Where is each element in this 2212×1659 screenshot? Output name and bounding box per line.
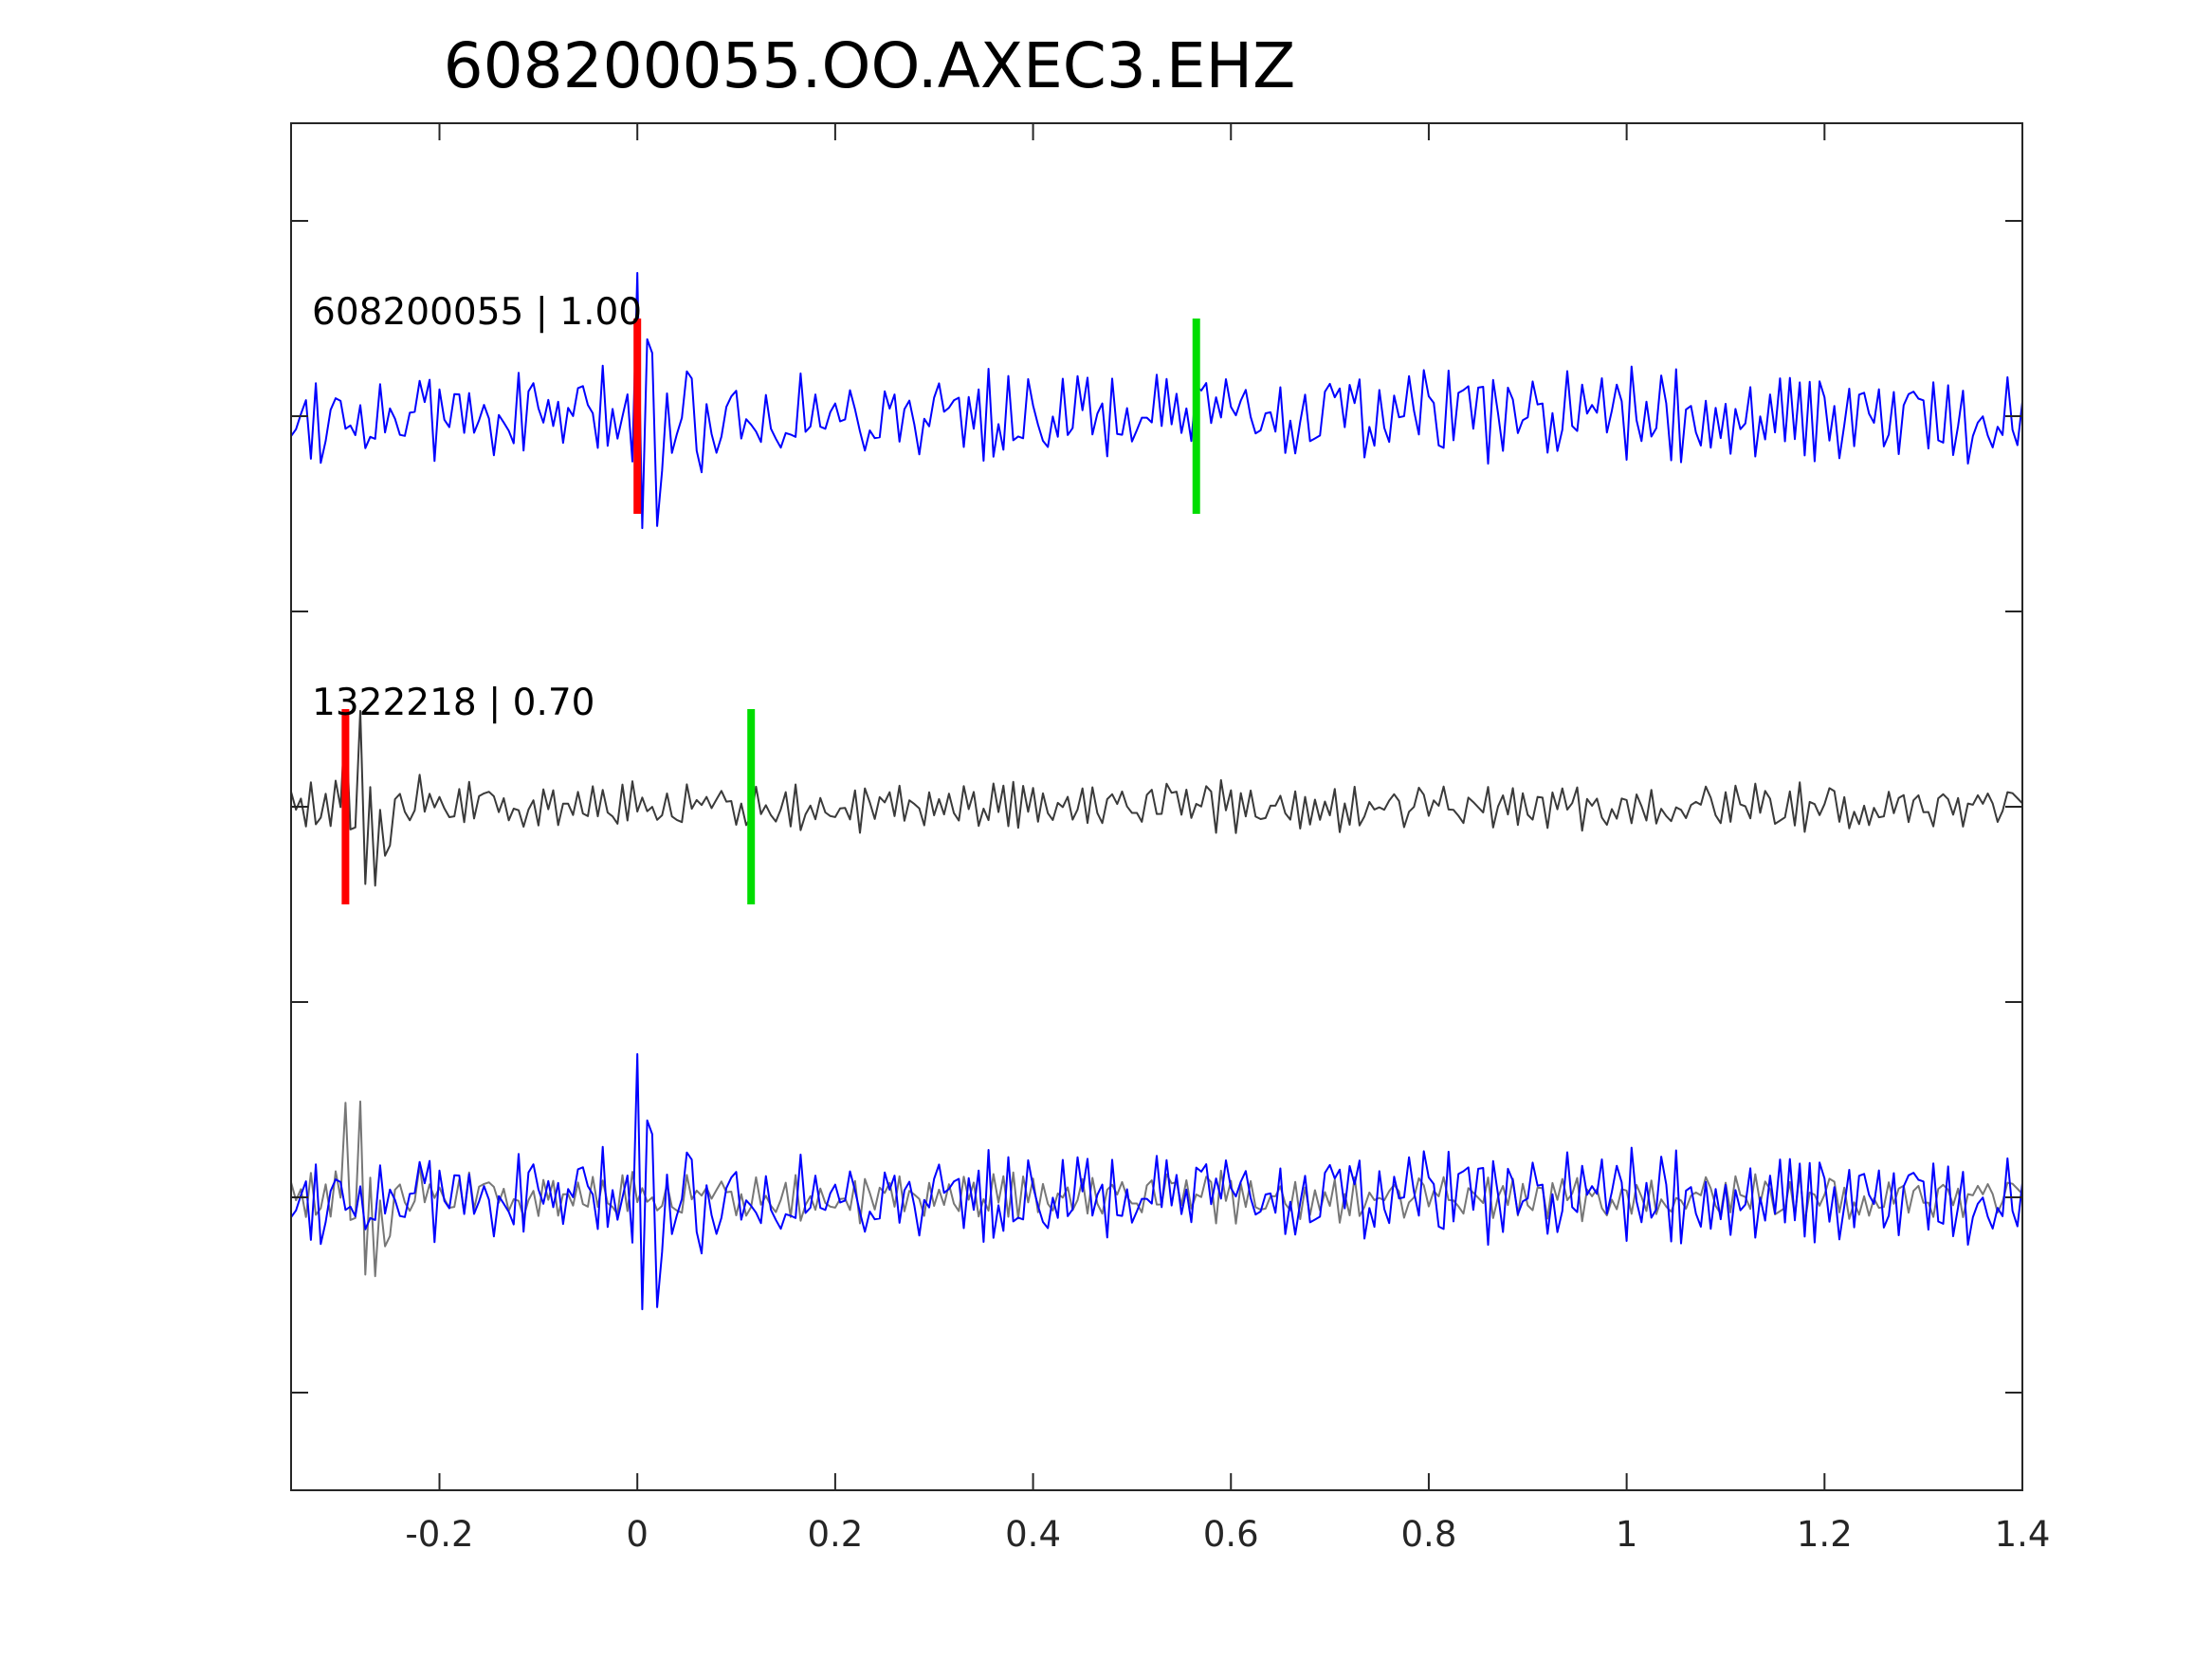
x-tick-label: 0.6 (1203, 1514, 1259, 1555)
plot-area (291, 123, 2022, 1490)
x-tick-label: -0.2 (405, 1514, 473, 1555)
x-tick-label: 1 (1616, 1514, 1638, 1555)
chart-title: 608200055.OO.AXEC3.EHZ (444, 29, 1296, 102)
x-tick-label: 0.4 (1005, 1514, 1061, 1555)
x-tick-label: 0 (626, 1514, 649, 1555)
x-tick-labels: -0.2 0 0.2 0.4 0.6 0.8 1 1.2 1.4 (405, 1514, 2050, 1555)
trace-labels: 608200055 | 1.00 1322218 | 0.70 (312, 291, 642, 724)
trace-2-label: 1322218 | 0.70 (312, 682, 594, 724)
trace-1-waveform (290, 271, 2023, 530)
plot-frame (290, 122, 2023, 1491)
x-tick-label: 1.4 (1995, 1514, 2051, 1555)
overlay-reference-waveform (290, 1100, 2023, 1278)
trace-2-waveform (290, 709, 2023, 887)
picks-layer (341, 319, 1200, 904)
ticks-layer (291, 123, 2023, 1490)
trace-1-label: 608200055 | 1.00 (312, 291, 642, 334)
x-tick-label: 0.8 (1401, 1514, 1457, 1555)
x-tick-label: 1.2 (1797, 1514, 1853, 1555)
traces-layer (290, 271, 2023, 1311)
x-tick-label: 0.2 (807, 1514, 863, 1555)
overlay-main-waveform (290, 1052, 2023, 1311)
